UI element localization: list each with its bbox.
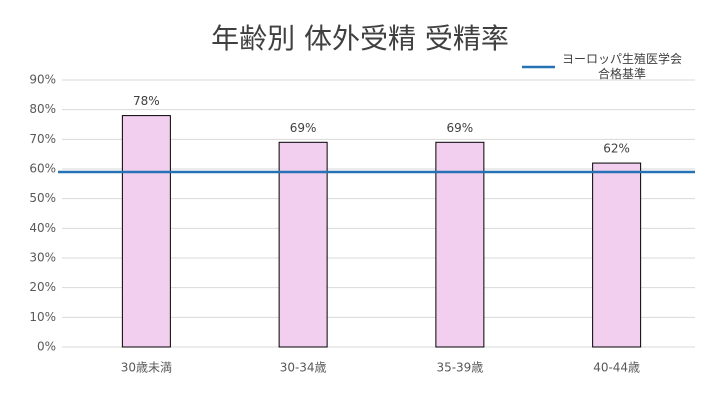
- data-label: 78%: [133, 94, 160, 108]
- y-tick-label: 60%: [29, 162, 56, 176]
- y-tick-label: 80%: [29, 102, 56, 116]
- bar: [278, 141, 328, 348]
- x-tick-label: 30-34歳: [280, 361, 327, 375]
- y-tick-label: 20%: [29, 280, 56, 294]
- y-tick-label: 50%: [29, 191, 56, 205]
- x-tick-label: 35-39歳: [436, 361, 483, 375]
- data-label: 62%: [603, 142, 630, 156]
- x-tick-label: 40-44歳: [593, 361, 640, 375]
- legend-label: ヨーロッパ生殖医学会合格基準: [561, 52, 682, 81]
- bar: [592, 162, 642, 348]
- chart-title: 年齢別 体外受精 受精率: [211, 22, 509, 55]
- data-label: 69%: [447, 121, 474, 135]
- y-tick-label: 70%: [29, 132, 56, 146]
- y-tick-label: 30%: [29, 251, 56, 265]
- bar: [435, 141, 485, 348]
- y-tick-label: 0%: [37, 340, 56, 354]
- x-tick-label: 30歳未満: [121, 361, 172, 375]
- data-label: 69%: [290, 121, 317, 135]
- bar: [121, 115, 171, 348]
- y-tick-label: 90%: [29, 73, 56, 87]
- y-tick-label: 10%: [29, 310, 56, 324]
- y-tick-label: 40%: [29, 221, 56, 235]
